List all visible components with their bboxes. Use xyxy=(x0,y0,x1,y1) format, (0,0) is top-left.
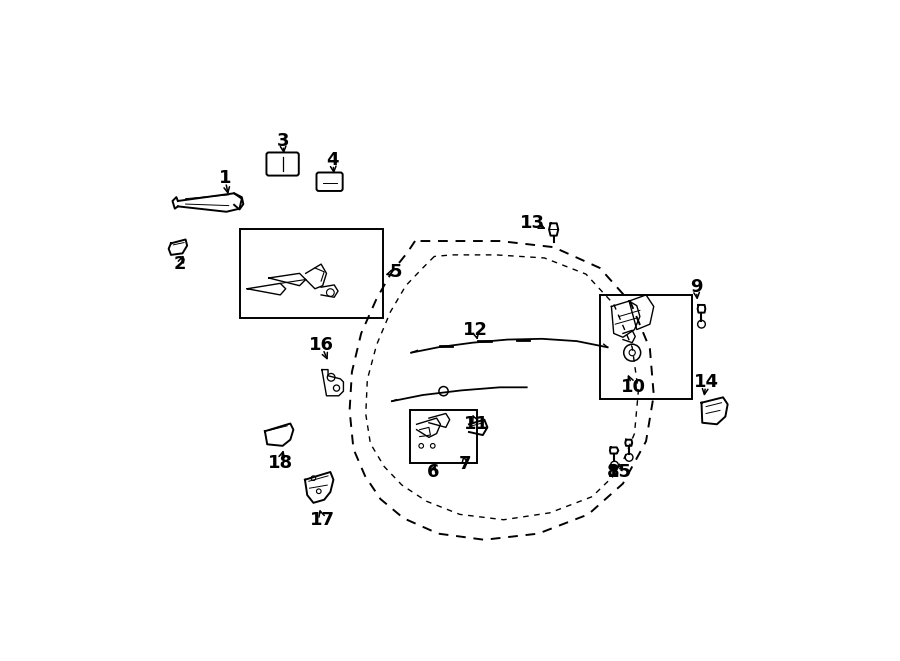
Text: 14: 14 xyxy=(694,373,718,391)
Text: 11: 11 xyxy=(464,415,490,433)
Text: 3: 3 xyxy=(276,132,289,150)
Text: 8: 8 xyxy=(607,463,619,481)
Bar xyxy=(240,229,382,318)
Bar xyxy=(599,295,692,399)
Text: 4: 4 xyxy=(327,151,339,169)
Text: 13: 13 xyxy=(520,214,545,231)
Text: 6: 6 xyxy=(427,463,439,481)
Text: 18: 18 xyxy=(267,454,293,472)
Text: 10: 10 xyxy=(620,378,645,397)
Text: 15: 15 xyxy=(607,463,632,481)
Text: 2: 2 xyxy=(174,255,186,273)
Text: 5: 5 xyxy=(390,263,402,281)
Text: 9: 9 xyxy=(690,278,702,296)
Text: 16: 16 xyxy=(309,336,334,354)
Text: 1: 1 xyxy=(219,169,231,187)
Text: 17: 17 xyxy=(310,511,335,529)
Text: 7: 7 xyxy=(459,455,472,473)
Text: 12: 12 xyxy=(463,321,488,338)
Bar xyxy=(410,410,477,463)
